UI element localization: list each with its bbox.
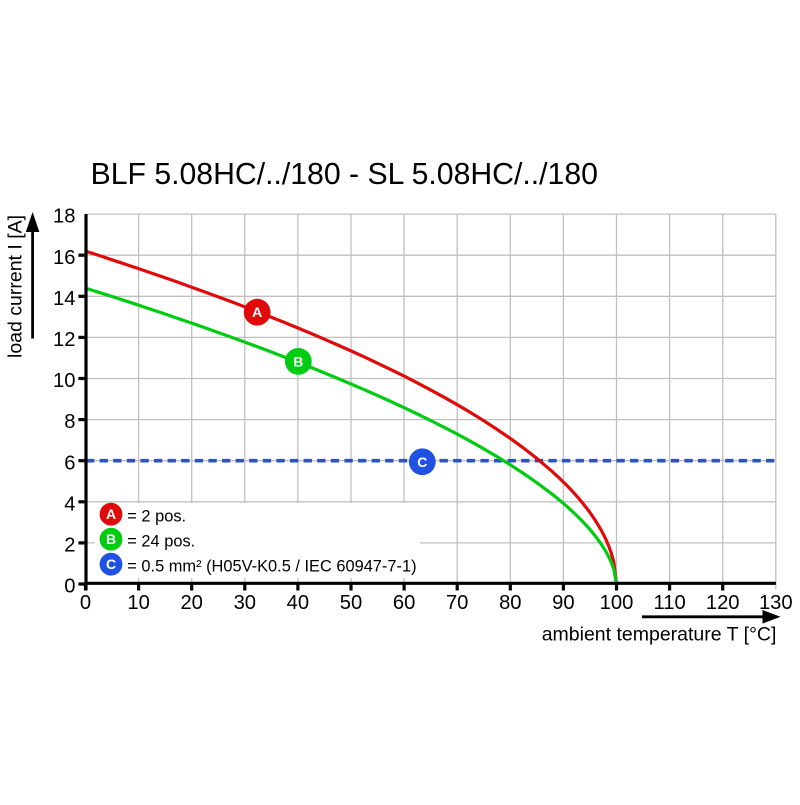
svg-text:10: 10 [53,370,75,392]
svg-text:4: 4 [64,493,75,515]
svg-text:50: 50 [340,592,362,614]
svg-text:70: 70 [446,592,468,614]
svg-text:ambient temperature T [°C]: ambient temperature T [°C] [542,623,777,645]
svg-text:= 0.5 mm² (H05V-K0.5 / IEC 609: = 0.5 mm² (H05V-K0.5 / IEC 60947-7-1) [127,557,416,575]
svg-text:6: 6 [64,452,75,474]
svg-text:18: 18 [53,206,75,228]
svg-text:0: 0 [64,576,75,598]
svg-text:130: 130 [759,592,793,614]
svg-text:12: 12 [53,329,75,351]
svg-text:BLF 5.08HC/../180 - SL 5.08HC/: BLF 5.08HC/../180 - SL 5.08HC/../180 [91,158,598,191]
svg-text:40: 40 [287,592,309,614]
svg-text:110: 110 [654,592,686,614]
svg-text:10: 10 [127,592,149,614]
svg-text:80: 80 [499,592,521,614]
svg-text:= 2 pos.: = 2 pos. [127,508,186,526]
svg-text:30: 30 [234,592,256,614]
svg-text:20: 20 [180,592,202,614]
svg-text:90: 90 [552,592,574,614]
svg-text:120: 120 [706,592,740,614]
svg-text:16: 16 [53,247,75,269]
svg-text:60: 60 [393,592,415,614]
svg-text:14: 14 [53,288,75,310]
svg-text:B: B [106,531,116,547]
svg-text:8: 8 [64,411,75,433]
svg-text:load current I [A]: load current I [A] [5,215,27,358]
svg-text:A: A [252,304,262,320]
svg-text:2: 2 [64,535,75,557]
svg-text:B: B [293,353,303,369]
svg-text:0: 0 [80,592,91,614]
svg-text:C: C [106,556,116,572]
svg-text:C: C [417,454,427,470]
svg-text:100: 100 [600,592,634,614]
svg-text:= 24 pos.: = 24 pos. [127,532,195,550]
svg-text:A: A [106,506,116,522]
